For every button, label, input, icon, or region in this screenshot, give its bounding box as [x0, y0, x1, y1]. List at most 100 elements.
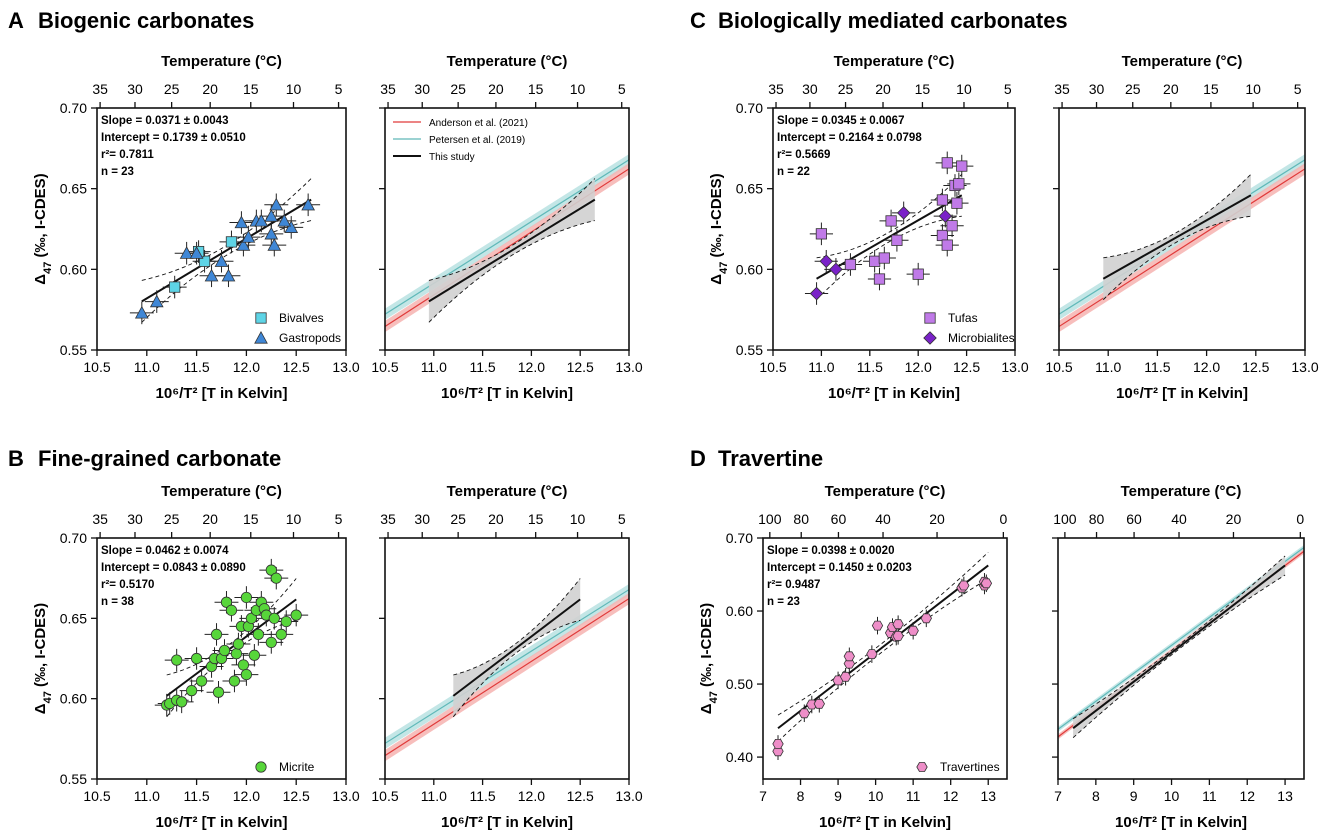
x-tick-label: 11.0 — [134, 359, 160, 375]
panel-c-title: Biologically mediated carbonates — [718, 8, 1068, 33]
x-tick-label: 11.0 — [421, 359, 447, 375]
data-point — [254, 330, 268, 344]
data-point — [189, 246, 204, 259]
top-axis-label: Temperature (°C) — [161, 483, 282, 500]
data-point — [871, 620, 884, 631]
x-tick-label: 12.5 — [567, 788, 594, 804]
top-tick-label: 40 — [1171, 511, 1187, 527]
top-axis-label: Temperature (°C) — [834, 53, 955, 70]
x-axis-label: 10⁶/T² [T in Kelvin] — [156, 385, 288, 402]
chart-c-comparison: 10.5 11.0 11.5 12.0 12.5 13.0 10⁶/T² [T in Kel… — [1045, 53, 1318, 402]
top-tick-label: 15 — [915, 81, 931, 97]
y-tick-label: 0.60 — [726, 603, 753, 619]
legend-label: Anderson et al. (2021) — [429, 118, 528, 129]
top-tick-label: 60 — [831, 511, 847, 527]
x-tick-label: 12.5 — [283, 788, 310, 804]
x-tick-label: 13.0 — [615, 788, 642, 804]
x-axis-label: 10⁶/T² [T in Kelvin] — [828, 385, 960, 402]
data-point — [958, 580, 970, 591]
x-tick-label: 11.5 — [857, 359, 883, 375]
top-tick-label: 60 — [1126, 511, 1142, 527]
data-point — [234, 215, 249, 229]
x-tick-label: 10 — [1164, 788, 1180, 804]
y-tick-label: 0.70 — [60, 530, 87, 546]
legend-label: Travertines — [940, 760, 1000, 774]
data-point — [896, 206, 911, 220]
data-point — [169, 281, 181, 293]
plot-area — [154, 558, 309, 718]
x-tick-label: 11 — [1202, 788, 1217, 804]
y-tick-label: 0.60 — [736, 261, 763, 277]
top-tick-label: 40 — [875, 511, 891, 527]
top-axis-label: Temperature (°C) — [825, 483, 946, 500]
x-tick-label: 10.5 — [1045, 359, 1072, 375]
y-tick-label: 0.55 — [736, 342, 763, 358]
x-tick-label: 7 — [1054, 788, 1062, 804]
legend-label: Bivalves — [279, 311, 324, 325]
x-tick-label: 11.5 — [469, 359, 495, 375]
data-point — [809, 286, 824, 301]
top-tick-label: 25 — [450, 511, 466, 527]
legend-label: Microbialites — [948, 331, 1015, 345]
x-axis-label: 10⁶/T² [T in Kelvin] — [441, 385, 573, 402]
ci-lower-line — [1072, 574, 1286, 739]
y-tick-label: 0.65 — [736, 181, 763, 197]
y-tick-label: 0.60 — [60, 691, 87, 707]
stats-line: Slope = 0.0398 ± 0.0020 — [767, 545, 894, 557]
ci-upper-line — [1072, 555, 1286, 720]
chart-c-scatter: 10.5 11.0 11.5 12.0 12.5 13.0 10⁶/T² [T in Kel… — [708, 53, 1029, 402]
data-point — [214, 254, 229, 267]
x-tick-label: 12.0 — [233, 359, 260, 375]
top-tick-label: 20 — [202, 81, 218, 97]
data-point — [225, 236, 238, 248]
x-tick-label: 13.0 — [615, 359, 642, 375]
data-point — [815, 228, 828, 240]
plot-area — [1058, 544, 1304, 740]
top-tick-label: 15 — [243, 81, 259, 97]
x-tick-label: 11.0 — [421, 788, 447, 804]
y-tick-label: 0.60 — [60, 261, 87, 277]
data-point — [149, 294, 164, 308]
top-tick-label: 30 — [802, 81, 818, 97]
data-point — [270, 572, 282, 584]
x-tick-label: 13.0 — [1001, 359, 1028, 375]
plot-area — [385, 154, 629, 333]
ci-lower-line — [1102, 215, 1251, 301]
top-tick-label: 30 — [127, 511, 143, 527]
x-tick-label: 12 — [943, 788, 959, 804]
data-point — [241, 230, 256, 243]
data-point — [813, 698, 825, 709]
legend-label: Micrite — [279, 760, 315, 774]
x-tick-label: 11.5 — [183, 359, 209, 375]
regression-line — [452, 598, 581, 697]
data-point — [938, 209, 953, 223]
top-tick-label: 100 — [1053, 511, 1077, 527]
x-axis-label: 10⁶/T² [T in Kelvin] — [819, 814, 951, 831]
top-axis-label: Temperature (°C) — [1122, 53, 1243, 70]
top-axis-label: Temperature (°C) — [1121, 483, 1242, 500]
panel-a-title: Biogenic carbonates — [38, 8, 254, 33]
anderson-line — [1059, 168, 1305, 328]
chart-d-scatter: 7 8 9 10 11 12 13 10⁶/T² [T in Kelvin] 100 80 60 40… — [698, 483, 1008, 831]
y-axis-label: Δ47 (‰, I-CDES) — [708, 173, 730, 284]
x-axis-label: 10⁶/T² [T in Kelvin] — [441, 814, 573, 831]
top-tick-label: 10 — [956, 81, 972, 97]
y-tick-label: 0.55 — [60, 771, 87, 787]
data-point — [171, 654, 183, 666]
data-point — [228, 675, 241, 687]
x-tick-label: 12.0 — [905, 359, 932, 375]
ci-upper-line — [1103, 173, 1252, 259]
plot-frame — [772, 107, 1016, 351]
top-tick-label: 20 — [202, 511, 218, 527]
y-tick-label: 0.65 — [60, 610, 87, 626]
ci-upper-line — [166, 578, 297, 676]
stats-line: Slope = 0.0371 ± 0.0043 — [101, 115, 228, 127]
data-point — [866, 649, 878, 659]
data-point — [225, 604, 238, 616]
x-tick-label: 13.0 — [332, 359, 359, 375]
data-point — [252, 628, 264, 641]
plot-frame — [1057, 537, 1305, 780]
data-point — [268, 612, 280, 624]
regression-line — [1102, 194, 1252, 280]
